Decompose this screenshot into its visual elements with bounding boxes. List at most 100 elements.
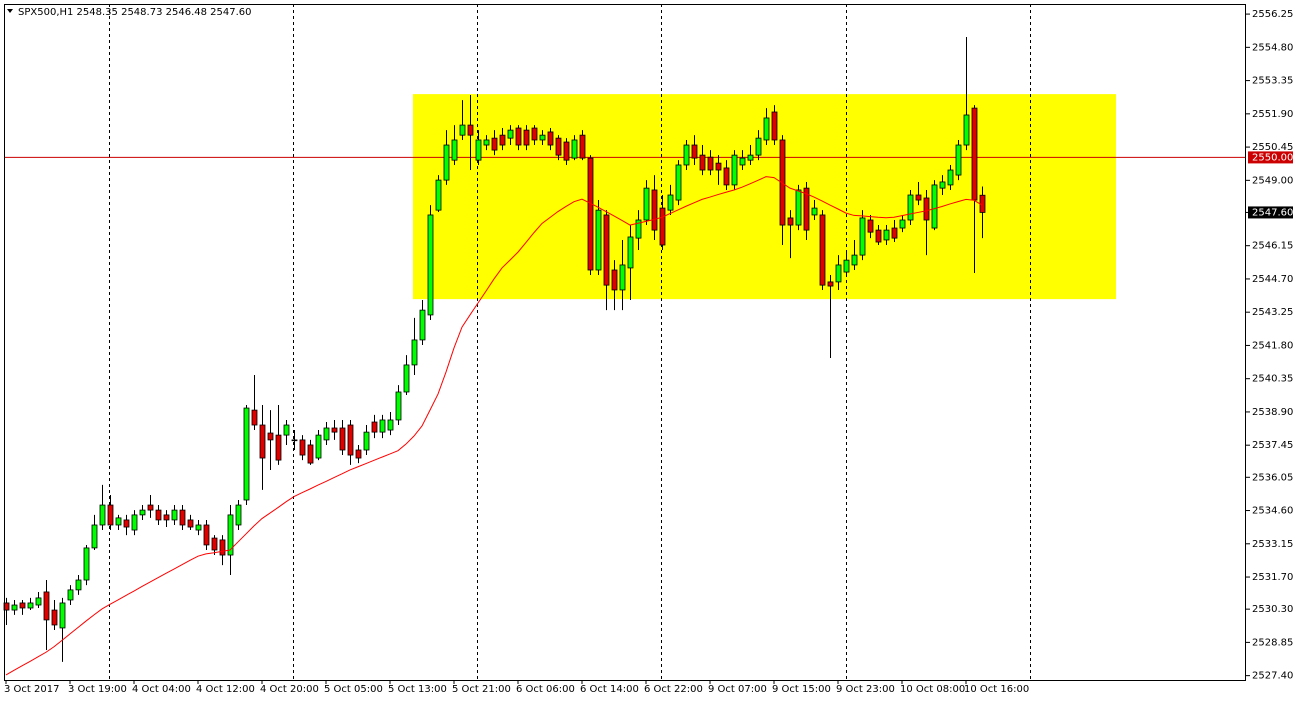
candle-body [771, 111, 778, 141]
candle-body [275, 434, 282, 461]
candle-body [107, 504, 114, 526]
plot-frame [4, 4, 1246, 681]
candle-body [443, 144, 450, 181]
candle-body [259, 424, 266, 459]
candle-body [131, 514, 138, 531]
candle-body [747, 154, 754, 161]
candle-body [291, 439, 298, 442]
candle-body [411, 339, 418, 366]
x-tick-label: 5 Oct 21:00 [452, 684, 511, 695]
candle-body [579, 134, 586, 159]
candle-body [659, 207, 666, 246]
candle-body [587, 157, 594, 271]
last-price-box [1248, 206, 1293, 219]
candle-body [371, 421, 378, 433]
candle-body [707, 156, 714, 171]
candle-body [811, 207, 818, 216]
candle-body [683, 144, 690, 166]
candle-body [915, 194, 922, 201]
candle-body [123, 519, 130, 528]
x-tick-label: 6 Oct 14:00 [580, 684, 639, 695]
candle-body [651, 189, 658, 231]
candle-body [331, 427, 338, 433]
x-tick-label: 10 Oct 16:00 [964, 684, 1029, 695]
candle-body [827, 281, 834, 287]
y-tick-label: 2543.25 [1252, 307, 1293, 318]
y-tick-label: 2553.35 [1252, 76, 1293, 87]
candle-body [603, 214, 610, 286]
candle-body [19, 602, 26, 609]
y-tick-label: 2551.90 [1252, 109, 1293, 120]
x-tick-label: 6 Oct 06:00 [516, 684, 575, 695]
candle-body [451, 139, 458, 161]
candle-body [955, 144, 962, 176]
candle-body [43, 591, 50, 621]
candle-body [395, 391, 402, 421]
candle-body [227, 514, 234, 556]
candle-body [99, 504, 106, 526]
candle-body [11, 604, 18, 611]
candle-body [803, 187, 810, 231]
candle-body [83, 547, 90, 581]
candle-body [627, 236, 634, 269]
y-tick-label: 2538.90 [1252, 407, 1293, 418]
y-tick-label: 2528.85 [1252, 637, 1293, 648]
candle-body [179, 509, 186, 526]
candle-body [875, 229, 882, 243]
candle-body [243, 407, 250, 501]
candle-body [883, 229, 890, 241]
x-tick-label: 9 Oct 15:00 [772, 684, 831, 695]
x-tick-label: 6 Oct 22:00 [644, 684, 703, 695]
candle-body [667, 194, 674, 211]
candle-body [795, 189, 802, 226]
candle-body [195, 524, 202, 531]
menu-arrow[interactable] [7, 9, 13, 13]
candle-body [715, 162, 722, 171]
candle-body [931, 184, 938, 229]
candle-body [891, 227, 898, 239]
candle-body [595, 209, 602, 271]
candle-body [267, 432, 274, 441]
candle-body [699, 154, 706, 171]
candle-body [235, 504, 242, 526]
candle-body [755, 137, 762, 156]
candle-body [507, 129, 514, 139]
candle-body [347, 424, 354, 456]
candle-body [819, 214, 826, 286]
x-tick-label: 5 Oct 05:00 [324, 684, 383, 695]
candle-body [283, 424, 290, 436]
x-tick-label: 9 Oct 23:00 [836, 684, 895, 695]
candle-body [115, 517, 122, 526]
candle-body [483, 139, 490, 146]
candle-body [779, 139, 786, 226]
x-tick-label: 10 Oct 08:00 [900, 684, 965, 695]
x-tick-label: 5 Oct 13:00 [388, 684, 447, 695]
candle-body [75, 579, 82, 591]
candle-body [211, 537, 218, 551]
last-price-label: 2547.60 [1252, 207, 1293, 218]
candle-body [307, 444, 314, 464]
y-tick-label: 2540.35 [1252, 374, 1293, 385]
candle-body [547, 131, 554, 146]
candle-body [835, 264, 842, 283]
candle-body [379, 419, 386, 433]
candle-body [363, 431, 370, 451]
plot-area [3, 4, 1246, 680]
candle-body [435, 179, 442, 211]
y-tick-label: 2533.15 [1252, 539, 1293, 550]
y-tick-label: 2554.80 [1252, 42, 1293, 53]
candle-body [939, 181, 946, 189]
candle-body [563, 141, 570, 161]
candle-body [907, 194, 914, 221]
candle-body [187, 519, 194, 528]
candle-body [315, 434, 322, 459]
candle-body [555, 137, 562, 156]
candle-body [491, 137, 498, 151]
y-tick-label: 2530.30 [1252, 604, 1293, 615]
candle-body [339, 427, 346, 451]
candle-body [67, 589, 74, 601]
candle-body [91, 524, 98, 549]
candle-body [515, 127, 522, 146]
candle-body [203, 524, 210, 546]
candle-body [459, 124, 466, 136]
